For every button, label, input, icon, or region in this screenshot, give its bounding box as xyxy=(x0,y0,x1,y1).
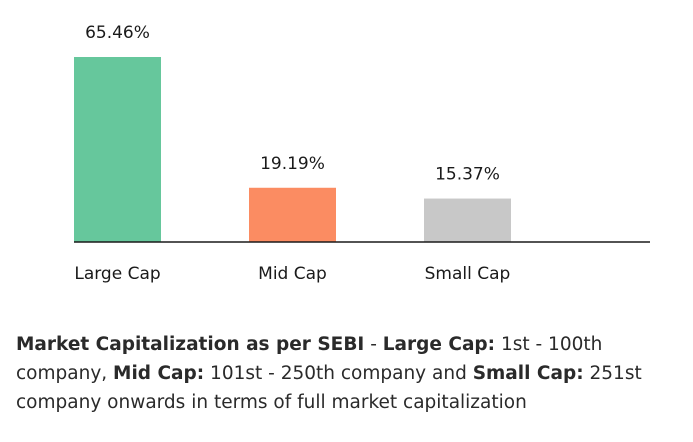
bar-small-cap xyxy=(424,198,511,242)
tick-label-mid-cap: Mid Cap xyxy=(258,264,327,284)
data-label-small-cap: 15.37% xyxy=(435,165,500,185)
bar-large-cap xyxy=(74,57,161,242)
caption-separator: - xyxy=(364,334,383,355)
caption-large-cap-definition: 1st - 100th company, xyxy=(16,334,603,384)
data-label-large-cap: 65.46% xyxy=(85,23,150,43)
tick-label-small-cap: Small Cap xyxy=(425,264,511,284)
caption-mid-cap-definition: 101st - 250th company and xyxy=(204,363,473,384)
caption-small-cap-definition: 251st company onwards in terms of full m… xyxy=(16,363,642,413)
data-label-mid-cap: 19.19% xyxy=(260,154,325,174)
caption-term-mid-cap: Mid Cap: xyxy=(113,363,205,384)
caption-term-market-cap: Market Capitalization as per SEBI xyxy=(16,334,365,355)
bars-layer: 65.46% Large Cap 19.19% Mid Cap 15.37% Small … xyxy=(74,23,511,284)
caption-term-large-cap: Large Cap: xyxy=(382,334,496,355)
chart-caption: Market Capitalization as per SEBI - Larg… xyxy=(16,330,686,417)
tick-label-large-cap: Large Cap xyxy=(74,264,160,284)
bar-mid-cap xyxy=(249,187,336,242)
market-cap-bar-chart: 65.46% Large Cap 19.19% Mid Cap 15.37% Small … xyxy=(74,23,650,284)
caption-term-small-cap: Small Cap: xyxy=(472,363,584,384)
